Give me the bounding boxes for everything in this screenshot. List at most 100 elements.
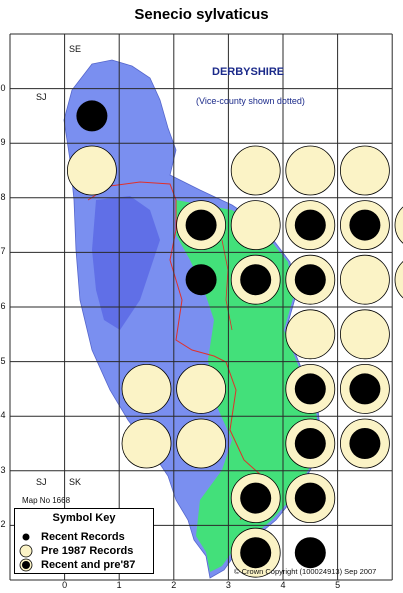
pre87-circle bbox=[394, 206, 403, 244]
key-label-recent: Recent Records bbox=[41, 531, 125, 543]
recent-dot bbox=[294, 264, 326, 296]
y-tick-label: 4 bbox=[0, 410, 6, 421]
record-both bbox=[285, 418, 336, 469]
record-both bbox=[339, 363, 390, 414]
record-pre87 bbox=[339, 254, 390, 305]
key-label-both: Recent and pre'87 bbox=[41, 559, 136, 571]
record-pre87 bbox=[285, 309, 336, 360]
recent-dot bbox=[240, 482, 272, 514]
x-tick-label: 2 bbox=[171, 580, 177, 590]
record-recent bbox=[185, 264, 217, 296]
record-pre87 bbox=[394, 261, 403, 299]
record-pre87 bbox=[121, 363, 172, 414]
recent-dot bbox=[185, 209, 217, 241]
record-pre87 bbox=[176, 363, 227, 414]
x-tick-label: 1 bbox=[116, 580, 122, 590]
y-tick-label: 3 bbox=[0, 464, 6, 475]
pre87-circle bbox=[339, 309, 390, 360]
recent-dot bbox=[349, 373, 381, 405]
grid-ref-se: SE bbox=[69, 44, 82, 54]
record-both bbox=[230, 254, 281, 305]
county-outline bbox=[63, 59, 323, 579]
record-recent bbox=[294, 537, 326, 569]
record-pre87 bbox=[339, 145, 390, 196]
symbol-key: Symbol Key Recent Records Pre 1987 Recor… bbox=[14, 508, 154, 574]
recent-dot bbox=[294, 482, 326, 514]
recent-dot bbox=[294, 537, 326, 569]
record-pre87 bbox=[176, 418, 227, 469]
pre87-circle bbox=[394, 261, 403, 299]
key-row-pre87: Pre 1987 Records bbox=[19, 544, 153, 558]
symbol-key-title: Symbol Key bbox=[52, 512, 116, 524]
record-both bbox=[230, 527, 281, 578]
y-tick-label: 2 bbox=[0, 519, 6, 530]
pre87-circle bbox=[285, 309, 336, 360]
recent-dot bbox=[76, 100, 108, 132]
x-tick-label: 0 bbox=[62, 580, 68, 590]
record-dots bbox=[67, 100, 403, 578]
record-both bbox=[285, 473, 336, 524]
county-label: DERBYSHIRE bbox=[212, 66, 285, 78]
y-tick-label: 8 bbox=[0, 191, 6, 202]
y-tick-label: 6 bbox=[0, 301, 6, 311]
grid-lines bbox=[9, 33, 393, 581]
record-pre87 bbox=[339, 309, 390, 360]
recent-dot bbox=[294, 209, 326, 241]
record-recent bbox=[76, 100, 108, 132]
recent-dot bbox=[240, 264, 272, 296]
record-both bbox=[339, 200, 390, 251]
record-both bbox=[285, 200, 336, 251]
pre87-circle bbox=[176, 418, 227, 469]
record-both bbox=[339, 418, 390, 469]
pre87-symbol-icon bbox=[19, 544, 33, 558]
record-pre87 bbox=[230, 200, 281, 251]
river-line bbox=[221, 239, 233, 331]
recent-dot bbox=[240, 537, 272, 569]
record-both bbox=[176, 200, 227, 251]
vice-county-note: (Vice-county shown dotted) bbox=[196, 96, 305, 106]
record-both bbox=[285, 363, 336, 414]
y-tick-label: 5 bbox=[0, 355, 6, 366]
x-tick-label: 3 bbox=[225, 580, 231, 590]
pre87-circle bbox=[121, 418, 172, 469]
pre87-circle bbox=[230, 200, 281, 251]
recent-dot bbox=[349, 209, 381, 241]
y-tick-label: 9 bbox=[0, 137, 6, 148]
county-lowland-region bbox=[176, 200, 320, 572]
grid-ref-sk: SK bbox=[69, 477, 82, 487]
county-blue-lobe bbox=[92, 196, 160, 330]
grid-ref-sj-bottom: SJ bbox=[36, 477, 47, 487]
x-tick-label: 5 bbox=[335, 580, 341, 590]
x-tick-label: 4 bbox=[280, 580, 286, 590]
pre87-circle bbox=[176, 363, 227, 414]
record-pre87 bbox=[67, 145, 117, 196]
record-both bbox=[230, 473, 281, 524]
key-row-both: Recent and pre'87 bbox=[19, 558, 153, 572]
y-tick-label: 7 bbox=[0, 246, 6, 257]
key-label-pre87: Pre 1987 Records bbox=[41, 545, 134, 557]
pre87-circle bbox=[339, 254, 390, 305]
pre87-circle bbox=[339, 145, 390, 196]
record-pre87 bbox=[230, 145, 281, 196]
recent-dot bbox=[294, 428, 326, 459]
pre87-circle bbox=[285, 145, 336, 196]
recent-dot bbox=[349, 428, 381, 459]
record-both bbox=[285, 254, 336, 305]
recent-symbol-icon bbox=[22, 533, 30, 541]
record-pre87 bbox=[121, 418, 172, 469]
record-pre87 bbox=[285, 145, 336, 196]
key-row-recent: Recent Records bbox=[19, 530, 153, 544]
pre87-circle bbox=[230, 145, 281, 196]
both-symbol-icon bbox=[19, 558, 33, 572]
recent-dot bbox=[185, 264, 217, 296]
record-pre87 bbox=[394, 206, 403, 244]
grid-ref-sj-top: SJ bbox=[36, 92, 47, 102]
vice-county-boundary bbox=[87, 181, 263, 521]
copyright-notice: © Crown Copyright (100024913) Sep 2007 bbox=[234, 567, 377, 576]
recent-dot bbox=[294, 373, 326, 405]
map-number: Map No 1668 bbox=[22, 496, 71, 505]
pre87-circle bbox=[67, 145, 117, 196]
map-title: Senecio sylvaticus bbox=[134, 6, 269, 23]
pre87-circle bbox=[121, 363, 172, 414]
